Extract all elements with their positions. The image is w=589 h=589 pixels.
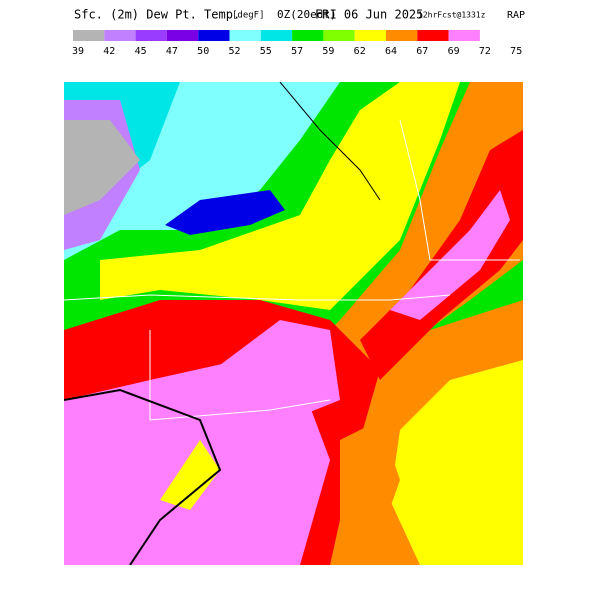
colorbar-label: 52	[228, 46, 240, 57]
color-swatch	[292, 30, 324, 41]
color-swatch	[73, 30, 105, 41]
region	[100, 82, 460, 310]
color-swatch	[323, 30, 355, 41]
colorbar-label: 64	[385, 46, 397, 57]
colorbar-label: 57	[291, 46, 303, 57]
color-swatch	[166, 30, 199, 41]
title-part: RAP	[507, 10, 525, 21]
region	[390, 360, 523, 565]
map	[64, 82, 523, 565]
region	[165, 190, 285, 235]
region	[200, 320, 340, 420]
region	[160, 440, 220, 510]
color-swatch	[386, 30, 418, 41]
title-part: FRI 06 Jun 2025	[315, 8, 423, 22]
colorbar-label: 59	[322, 46, 334, 57]
color-swatch	[135, 30, 167, 41]
title-part: 12hrFcst@1331z	[418, 11, 486, 20]
colorbar-label: 45	[135, 46, 147, 57]
colorbar-label: 75	[510, 46, 522, 57]
header: Sfc. (2m) Dew Pt. Temp.[degF] 0Z(20edt)FR…	[74, 8, 525, 22]
color-swatch	[448, 30, 480, 41]
color-swatch	[104, 30, 136, 41]
colorbar-label: 55	[260, 46, 272, 57]
state-border	[149, 330, 331, 421]
colorbar-label: 47	[166, 46, 178, 57]
contour	[64, 388, 222, 565]
region	[300, 82, 523, 400]
color-swatch	[417, 30, 449, 41]
color-swatch	[260, 30, 293, 41]
region	[64, 120, 140, 215]
region	[390, 190, 510, 320]
title-part: Sfc. (2m) Dew Pt. Temp.	[74, 8, 240, 22]
title-part: [degF]	[232, 11, 265, 21]
colorbar-label: 69	[448, 46, 460, 57]
region	[360, 130, 523, 380]
title-part: 0Z(20edt)	[277, 8, 337, 21]
colorbar-label: 67	[416, 46, 428, 57]
color-swatch	[354, 30, 386, 41]
contour	[279, 82, 381, 201]
colorbar-label: 39	[72, 46, 84, 57]
state-border	[399, 119, 520, 261]
colorbar-label: 50	[197, 46, 209, 57]
region	[340, 420, 400, 565]
color-swatch	[198, 30, 230, 41]
colorbar-label: 72	[479, 46, 491, 57]
colorbar-label: 42	[103, 46, 115, 57]
color-swatch	[229, 30, 261, 41]
colorbar-label: 62	[354, 46, 366, 57]
state-border	[64, 294, 451, 301]
colorbar: 39 42 45 47 50 52 55 57 59 62 64 67 69 72 75	[72, 30, 522, 57]
